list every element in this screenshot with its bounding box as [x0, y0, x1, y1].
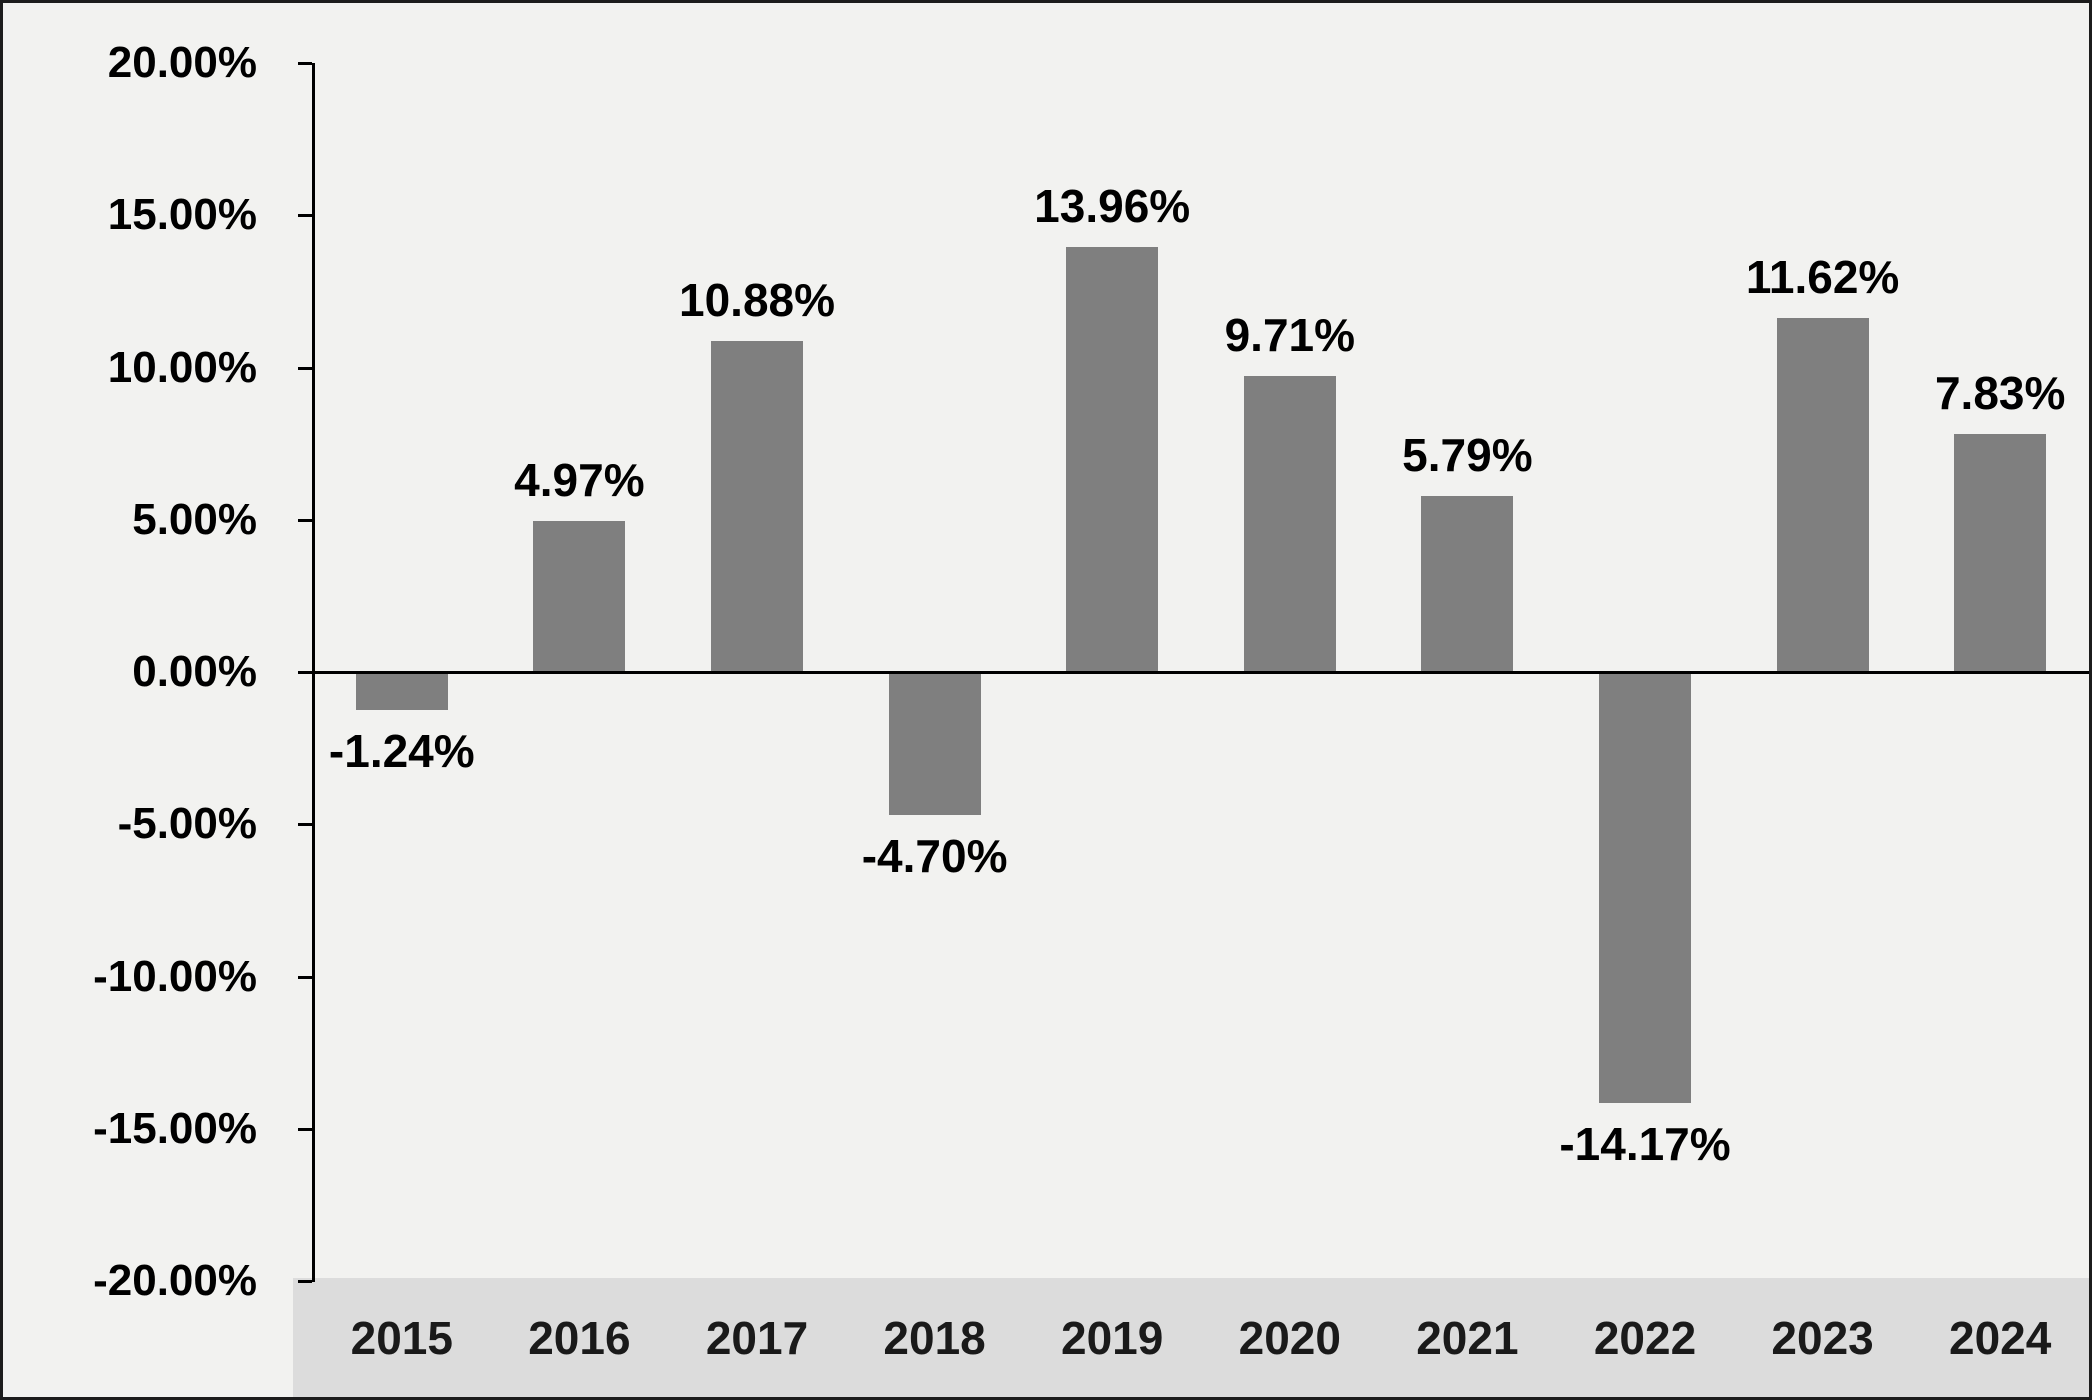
zero-baseline [313, 671, 2089, 674]
x-tick-label-2016: 2016 [528, 1312, 631, 1364]
x-axis-band [293, 1278, 2089, 1397]
value-label-2019: 13.96% [1034, 179, 1191, 232]
x-tick-label-2022: 2022 [1593, 1312, 1697, 1364]
bar-2020 [1243, 376, 1336, 672]
y-tick-label: 20.00% [107, 38, 257, 87]
x-tick-label-2015: 2015 [350, 1312, 453, 1364]
bar-2017 [711, 340, 803, 672]
y-tick-label: -20.00% [93, 1256, 257, 1305]
y-tick-mark [298, 214, 312, 218]
bar-2019 [1066, 246, 1159, 672]
y-tick-mark [298, 671, 312, 674]
x-tick-label-2017: 2017 [705, 1312, 809, 1364]
y-tick-mark [298, 366, 312, 370]
bar-2023 [1776, 318, 1869, 672]
value-label-2022: -14.17% [1559, 1118, 1731, 1171]
bar-2018 [888, 672, 981, 816]
value-label-2024: 7.83% [1934, 366, 2066, 419]
x-tick-label-2019: 2019 [1061, 1312, 1164, 1364]
value-label-2016: 4.97% [514, 453, 645, 506]
value-label-2015: -1.24% [328, 724, 475, 777]
y-tick-label: 0.00% [132, 647, 257, 696]
y-tick-label: -15.00% [93, 1103, 257, 1153]
y-tick-mark [298, 62, 312, 65]
x-tick-label-2023: 2023 [1771, 1312, 1874, 1364]
plot-area [313, 63, 2089, 1281]
bar-2016 [533, 520, 626, 672]
value-label-2023: 11.62% [1745, 251, 1900, 304]
value-label-2020: 9.71% [1224, 309, 1356, 362]
bar-2015 [355, 672, 448, 710]
y-tick-label: -10.00% [93, 951, 257, 1001]
bar-2022 [1599, 672, 1691, 1104]
x-tick-label-2018: 2018 [883, 1312, 986, 1364]
y-tick-label: 15.00% [107, 190, 257, 240]
x-tick-label-2024: 2024 [1949, 1312, 2052, 1364]
x-tick-label-2020: 2020 [1238, 1312, 1341, 1364]
y-tick-label: 10.00% [107, 342, 257, 392]
y-tick-label: -5.00% [117, 799, 257, 849]
bar-2021 [1421, 495, 1514, 672]
value-label-2017: 10.88% [678, 273, 836, 326]
value-label-2018: -4.70% [861, 830, 1008, 883]
value-label-2021: 5.79% [1402, 428, 1533, 481]
y-tick-mark [298, 518, 312, 522]
y-tick-mark [298, 823, 312, 827]
x-tick-label-2021: 2021 [1416, 1312, 1519, 1364]
bar-2024 [1954, 433, 2047, 672]
y-tick-mark [298, 1127, 312, 1131]
y-tick-mark [298, 975, 312, 979]
y-tick-mark [298, 1280, 312, 1283]
y-tick-label: 5.00% [132, 494, 257, 544]
